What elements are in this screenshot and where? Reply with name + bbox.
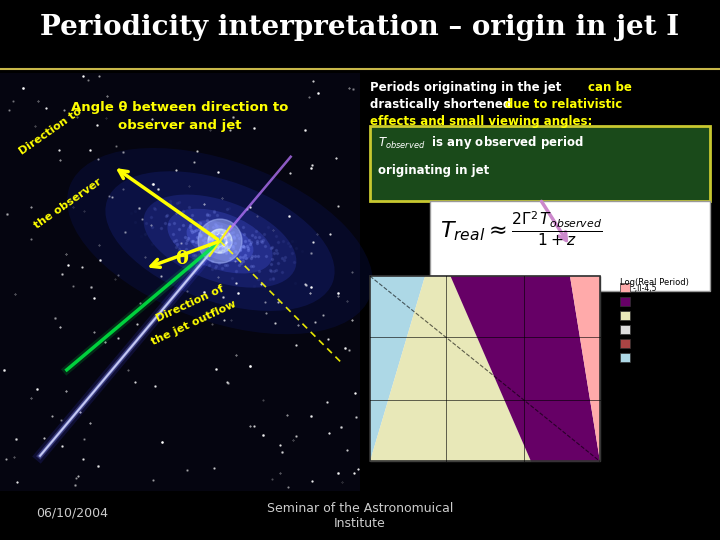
- Text: can be: can be: [588, 81, 632, 94]
- Bar: [620, 283, 630, 292]
- Bar: [620, 339, 630, 348]
- Circle shape: [213, 234, 227, 248]
- Bar: [620, 297, 630, 306]
- Text: -,ll-4,5: -,ll-4,5: [633, 284, 657, 293]
- Circle shape: [216, 237, 224, 245]
- Text: observer and jet: observer and jet: [118, 119, 242, 132]
- Text: due to relativistic: due to relativistic: [505, 98, 622, 111]
- Bar: [370, 276, 600, 461]
- Text: originating in jet: originating in jet: [378, 164, 490, 177]
- Text: Direction of: Direction of: [155, 284, 226, 323]
- Bar: [430, 201, 710, 291]
- Bar: [370, 126, 710, 201]
- Text: $T_{observed}$  is any observed period: $T_{observed}$ is any observed period: [378, 134, 584, 151]
- Text: the jet outflow: the jet outflow: [150, 299, 238, 347]
- Text: Seminar of the Astronomuical
Institute: Seminar of the Astronomuical Institute: [267, 502, 453, 530]
- Ellipse shape: [186, 220, 253, 262]
- Text: Direction to: Direction to: [17, 106, 84, 157]
- Text: 06/10/2004: 06/10/2004: [36, 507, 108, 520]
- Bar: [620, 353, 630, 362]
- Text: Periods originating in the jet: Periods originating in the jet: [370, 81, 565, 94]
- Text: Lorentz factor: Lorentz factor: [603, 340, 612, 398]
- Text: θ: θ: [176, 250, 189, 268]
- Circle shape: [208, 229, 232, 253]
- Text: drastically shortened: drastically shortened: [370, 98, 516, 111]
- Text: Angle θ between direction to: Angle θ between direction to: [71, 101, 289, 114]
- Text: 1,5--,ll: 1,5--,ll: [633, 298, 657, 307]
- Ellipse shape: [67, 148, 373, 334]
- Text: Log(Real Period): Log(Real Period): [620, 278, 689, 287]
- Bar: [620, 325, 630, 334]
- Ellipse shape: [105, 171, 335, 311]
- Circle shape: [198, 219, 242, 263]
- Polygon shape: [451, 276, 600, 461]
- Bar: [370, 276, 600, 461]
- Text: -7,0--,5: -7,0--,5: [633, 340, 661, 349]
- Bar: [0, 73, 360, 491]
- Text: effects and small viewing angles:: effects and small viewing angles:: [370, 115, 593, 128]
- Text: L 2,0 1,5: L 2,0 1,5: [633, 312, 666, 321]
- Text: Periodicity interpretation – origin in jet I: Periodicity interpretation – origin in j…: [40, 14, 680, 41]
- Text: 4,5  3,0: 4,5 3,0: [633, 354, 662, 363]
- Text: the observer: the observer: [32, 177, 104, 231]
- Ellipse shape: [168, 209, 273, 273]
- Text: r -.,5- ,ll: r -.,5- ,ll: [633, 326, 663, 335]
- Bar: [620, 311, 630, 320]
- Polygon shape: [370, 276, 425, 461]
- Text: Log(Observed Period): Log(Observed Period): [436, 474, 534, 482]
- Text: $T_{real} \approx \frac{2\Gamma^2\, T_{observed}}{1+z}$: $T_{real} \approx \frac{2\Gamma^2\, T_{o…: [440, 209, 603, 248]
- Ellipse shape: [143, 194, 297, 288]
- Polygon shape: [370, 276, 531, 461]
- Polygon shape: [570, 276, 600, 461]
